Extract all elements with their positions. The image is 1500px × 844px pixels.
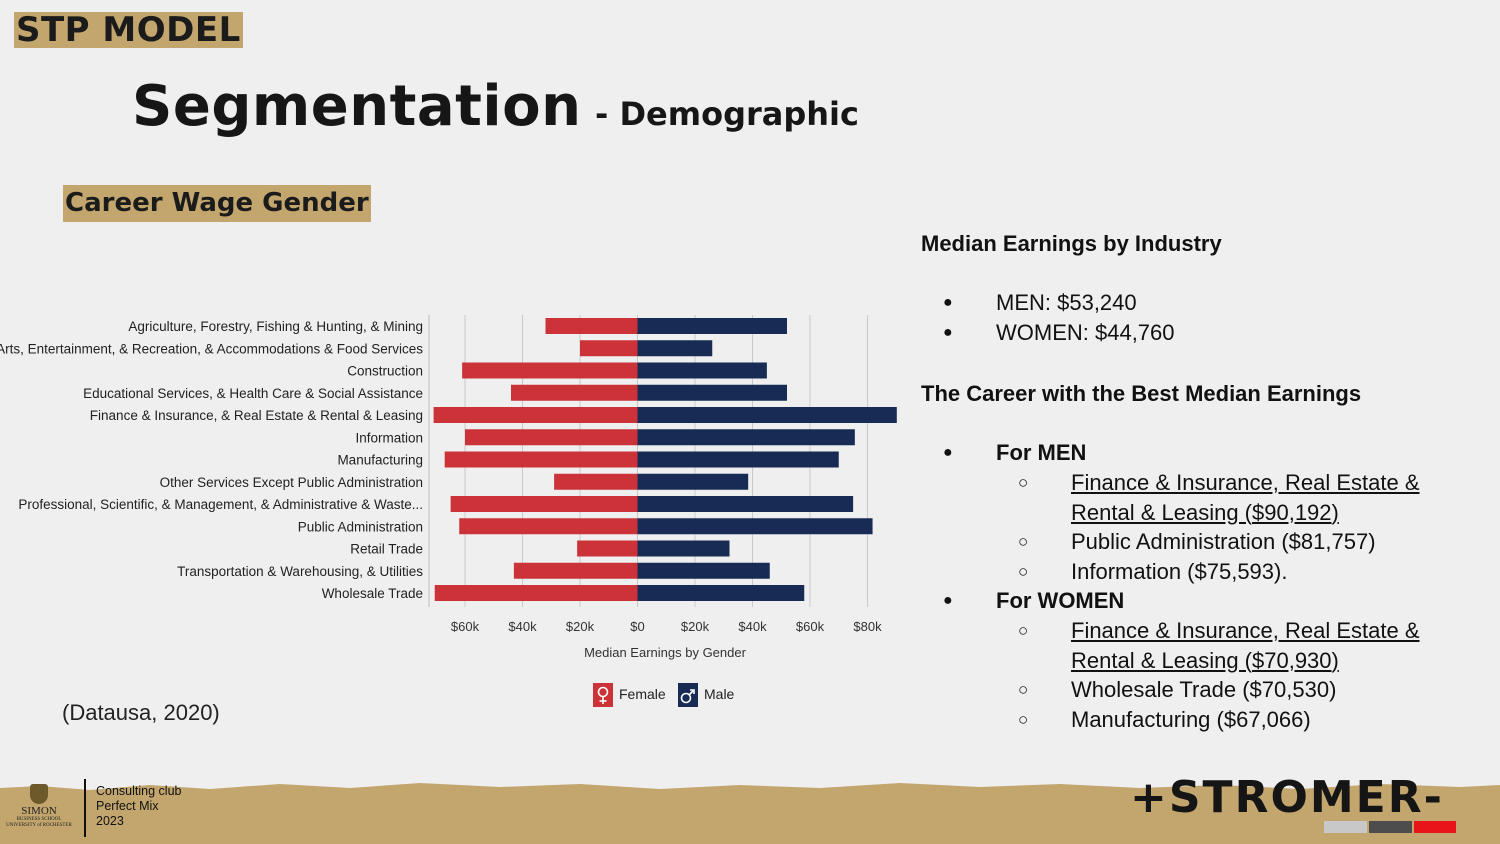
x-tick-label: $80k: [853, 619, 882, 634]
bar-male[interactable]: [637, 318, 788, 334]
category-label: Manufacturing: [337, 453, 423, 468]
bar-female[interactable]: [511, 384, 638, 401]
x-tick-label: $40k: [508, 619, 537, 634]
female-symbol-icon: [593, 683, 613, 707]
bar-male[interactable]: [637, 362, 767, 379]
legend-male-label: Male: [704, 686, 735, 702]
category-label: Finance & Insurance, & Real Estate & Ren…: [90, 408, 423, 423]
bar-female[interactable]: [513, 562, 638, 579]
men-item-1-link[interactable]: Finance & Insurance, Real Estate & Renta…: [1071, 470, 1420, 525]
male-symbol-glyph-ring: [680, 692, 692, 704]
page-title: Segmentation - Demographic: [132, 74, 859, 139]
bar-female[interactable]: [434, 585, 638, 601]
bar-female[interactable]: [450, 496, 638, 512]
chart-legend: Female Male: [593, 683, 735, 707]
bar-male[interactable]: [637, 562, 770, 579]
women-label: For WOMEN: [921, 586, 1481, 616]
footer-torn-paper: [0, 783, 1500, 844]
x-tick-label: $40k: [738, 619, 767, 634]
citation: (Datausa, 2020): [62, 700, 220, 725]
men-item-1[interactable]: Finance & Insurance, Real Estate & Renta…: [921, 468, 1481, 527]
women-item-2: Wholesale Trade ($70,530): [921, 675, 1481, 705]
subsection-tag: Career Wage Gender: [63, 185, 371, 222]
bar-female[interactable]: [433, 407, 638, 423]
bar-female[interactable]: [462, 362, 638, 379]
chart-category-labels: Agriculture, Forestry, Fishing & Hunting…: [0, 319, 423, 601]
x-tick-label: $60k: [796, 619, 825, 634]
section-tag: STP MODEL: [14, 10, 243, 50]
x-axis-title: Median Earnings by Gender: [584, 645, 747, 660]
simon-logo: SIMON BUSINESS SCHOOL UNIVERSITY of ROCH…: [2, 784, 76, 834]
legend-female-label: Female: [619, 686, 666, 702]
bar-female[interactable]: [554, 473, 638, 490]
bar-male[interactable]: [637, 429, 855, 446]
women-item-1-link[interactable]: Finance & Insurance, Real Estate & Renta…: [1071, 618, 1420, 673]
x-tick-label: $20k: [566, 619, 595, 634]
bar-female[interactable]: [444, 451, 638, 468]
summary-heading-best-career: The Career with the Best Median Earnings: [921, 381, 1362, 406]
category-label: Other Services Except Public Administrat…: [160, 475, 423, 490]
bar-female[interactable]: [459, 518, 638, 535]
bar-male[interactable]: [637, 407, 897, 423]
page-title-main: Segmentation: [132, 74, 582, 139]
category-label: Public Administration: [298, 519, 423, 534]
legend-female[interactable]: Female: [593, 683, 666, 707]
women-item-3: Manufacturing ($67,066): [921, 705, 1481, 735]
bar-male[interactable]: [637, 540, 730, 557]
category-label: Arts, Entertainment, & Recreation, & Acc…: [0, 341, 423, 356]
footer-divider: [84, 779, 86, 837]
simon-crest-icon: [30, 784, 48, 804]
category-label: Information: [355, 430, 423, 445]
bar-male[interactable]: [637, 340, 713, 357]
club-info: Consulting club Perfect Mix 2023: [96, 784, 182, 828]
category-label: Transportation & Warehousing, & Utilitie…: [177, 564, 423, 579]
page-title-sub: - Demographic: [595, 95, 859, 133]
earnings-summary: Median Earnings by Industry MEN: $53,240…: [921, 228, 1481, 734]
category-label: Educational Services, & Health Care & So…: [83, 386, 423, 401]
bar-male[interactable]: [637, 585, 805, 601]
x-tick-label: $20k: [681, 619, 710, 634]
men-label: For MEN: [921, 438, 1481, 468]
chart-x-ticks: $60k $40k $20k $0 $20k $40k $60k $80k: [451, 619, 882, 634]
bar-female[interactable]: [545, 318, 638, 334]
stromer-logo: +STROMER-: [1130, 772, 1444, 823]
swatch-light-gray: [1324, 821, 1367, 833]
overall-list: MEN: $53,240 WOMEN: $44,760: [921, 288, 1481, 348]
bar-female[interactable]: [577, 540, 638, 557]
male-symbol-glyph-head: [690, 689, 695, 694]
summary-heading-median: Median Earnings by Industry: [921, 231, 1222, 256]
swatch-red: [1414, 821, 1456, 833]
men-item-2: Public Administration ($81,757): [921, 527, 1481, 557]
overall-men: MEN: $53,240: [921, 288, 1481, 318]
category-label: Professional, Scientific, & Management, …: [18, 497, 423, 512]
x-tick-label: $60k: [451, 619, 480, 634]
bar-male[interactable]: [637, 496, 854, 512]
bar-female[interactable]: [465, 429, 638, 446]
legend-male[interactable]: Male: [678, 683, 735, 707]
swatch-dark-gray: [1369, 821, 1412, 833]
men-item-3: Information ($75,593).: [921, 557, 1481, 587]
category-label: Retail Trade: [350, 542, 423, 557]
overall-women: WOMEN: $44,760: [921, 318, 1481, 348]
bar-male[interactable]: [637, 518, 873, 535]
best-career-list: For MEN Finance & Insurance, Real Estate…: [921, 438, 1481, 734]
bar-male[interactable]: [637, 473, 749, 490]
category-label: Agriculture, Forestry, Fishing & Hunting…: [128, 319, 423, 334]
category-label: Wholesale Trade: [322, 586, 423, 601]
x-tick-label: $0: [630, 619, 644, 634]
chart-bars: [433, 318, 897, 601]
bar-female[interactable]: [580, 340, 638, 357]
bar-male[interactable]: [637, 384, 788, 401]
bar-male[interactable]: [637, 451, 839, 468]
footer-band: [0, 780, 1500, 844]
earnings-by-gender-chart: Agriculture, Forestry, Fishing & Hunting…: [0, 315, 897, 707]
women-item-1[interactable]: Finance & Insurance, Real Estate & Renta…: [921, 616, 1481, 675]
male-symbol-icon: [678, 683, 698, 707]
category-label: Construction: [347, 364, 423, 379]
